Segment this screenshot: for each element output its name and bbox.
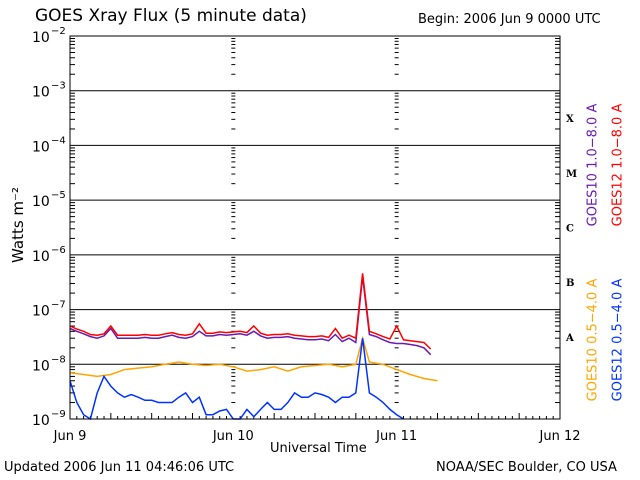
x-tick-label-2: Jun 11: [375, 429, 417, 444]
updated-time: Updated 2006 Jun 11 04:46:06 UTC: [4, 460, 235, 475]
flare-class-C: C: [566, 224, 574, 235]
x-axis-label: Universal Time: [270, 441, 367, 456]
y-tick-label-0: 10: [32, 413, 50, 429]
legend-goes10-short: GOES10 0.5−4.0 A: [585, 278, 601, 402]
series-lines: [69, 273, 438, 421]
y-tick-label-5: 10: [32, 139, 50, 155]
y-tick-exp-3: −6: [51, 245, 66, 256]
axis-ticks: [70, 38, 560, 419]
y-tick-exp-4: −5: [51, 190, 66, 201]
y-tick-exp-2: −7: [51, 300, 66, 311]
y-tick-exp-5: −4: [51, 135, 66, 146]
y-axis-label-text: Watts m⁻²: [9, 187, 27, 263]
x-tick-label-1: Jun 10: [212, 429, 254, 444]
credit-text: NOAA/SEC Boulder, CO USA: [436, 460, 617, 475]
y-tick-exp-1: −8: [51, 354, 66, 365]
flare-class-M: M: [566, 169, 577, 180]
flare-class-A: A: [565, 333, 574, 344]
flare-class-X: X: [566, 114, 574, 125]
y-tick-label-4: 10: [32, 194, 50, 210]
y-tick-exp-6: −3: [51, 81, 66, 92]
x-tick-label-0: Jun 9: [53, 429, 87, 444]
flare-class-B: B: [566, 278, 574, 289]
chart-title: GOES Xray Flux (5 minute data): [35, 6, 307, 26]
series-line-0: [69, 276, 432, 356]
plot-frame: [69, 35, 561, 420]
legend-goes10-long: GOES10 1.0−8.0 A: [585, 103, 601, 227]
y-tick-exp-0: −9: [51, 409, 66, 420]
y-axis-label: Watts m⁻²: [9, 187, 27, 263]
y-tick-label-7: 10: [32, 30, 50, 46]
y-tick-label-6: 10: [32, 85, 50, 101]
plot-grid: [70, 38, 560, 404]
series-line-3: [69, 338, 404, 421]
legend-goes12-short: GOES12 0.5−4.0 A: [610, 278, 626, 402]
y-tick-exp-7: −2: [51, 26, 66, 37]
y-tick-label-1: 10: [32, 358, 50, 374]
series-line-2: [69, 335, 438, 382]
y-tick-label-3: 10: [32, 249, 50, 265]
x-tick-label-3: Jun 12: [539, 429, 581, 444]
series-line-1: [69, 273, 432, 350]
begin-time: Begin: 2006 Jun 9 0000 UTC: [418, 12, 601, 27]
y-tick-label-2: 10: [32, 304, 50, 320]
legend-goes12-long: GOES12 1.0−8.0 A: [610, 103, 626, 227]
